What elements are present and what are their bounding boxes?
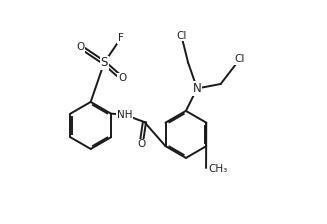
Text: S: S	[100, 56, 108, 69]
Text: O: O	[77, 42, 85, 52]
Text: Cl: Cl	[234, 54, 245, 64]
Text: F: F	[118, 33, 124, 43]
Text: O: O	[118, 73, 126, 83]
Text: Cl: Cl	[176, 31, 187, 41]
Text: NH: NH	[116, 110, 132, 120]
Text: CH₃: CH₃	[208, 164, 228, 174]
Text: O: O	[137, 140, 145, 149]
Text: N: N	[193, 82, 201, 95]
